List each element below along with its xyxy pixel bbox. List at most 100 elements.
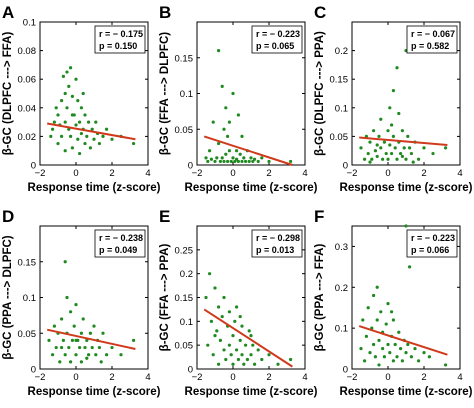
data-point <box>390 310 394 314</box>
y-tick-label: 0.1 <box>335 324 348 335</box>
axes-frame <box>351 21 461 166</box>
data-point <box>224 357 228 362</box>
data-point <box>78 120 82 124</box>
data-point <box>289 357 293 362</box>
data-point <box>231 156 235 160</box>
data-point <box>60 99 64 103</box>
data-point <box>208 149 212 153</box>
data-point <box>110 137 114 141</box>
y-tick-label: 0.25 <box>175 245 194 256</box>
data-point <box>70 94 74 98</box>
y-tick-label: 0.1 <box>180 89 193 100</box>
data-point <box>227 343 231 347</box>
data-point <box>63 91 67 96</box>
x-tick-label: 4 <box>457 168 462 179</box>
stats-box <box>94 25 146 54</box>
data-point <box>88 146 92 150</box>
data-point <box>238 314 242 319</box>
data-point <box>388 106 392 110</box>
data-point <box>233 159 237 164</box>
data-point <box>81 317 85 321</box>
data-point <box>372 293 376 298</box>
data-point <box>247 329 251 333</box>
data-point <box>119 353 123 357</box>
stat-p: p = 0.066 <box>411 245 449 255</box>
data-point <box>213 334 217 338</box>
data-point <box>63 353 67 357</box>
data-point <box>361 318 365 322</box>
data-point <box>245 357 249 362</box>
x-tick-label: −2 <box>347 372 358 383</box>
data-point <box>74 303 78 307</box>
data-point <box>110 345 114 350</box>
data-point <box>399 346 403 351</box>
data-point <box>76 137 80 141</box>
data-point <box>406 342 410 347</box>
x-tick-label: 0 <box>230 168 235 179</box>
x-tick-label: −2 <box>192 168 203 179</box>
x-tick-label: 2 <box>109 168 114 179</box>
x-tick-label: 0 <box>385 372 390 383</box>
data-point <box>373 149 377 153</box>
data-point <box>236 159 240 164</box>
data-point <box>227 120 231 124</box>
data-point <box>49 134 53 138</box>
data-point <box>375 285 379 289</box>
data-point <box>217 305 221 309</box>
data-point <box>267 353 271 357</box>
x-tick-label: 2 <box>109 372 114 383</box>
data-point <box>377 338 381 342</box>
data-point <box>222 127 226 131</box>
stat-p: p = 0.049 <box>99 245 137 255</box>
y-tick-label: 0.05 <box>175 125 194 136</box>
data-point <box>249 353 253 357</box>
data-point <box>224 106 228 110</box>
data-point <box>83 345 87 350</box>
y-tick-label: 0.02 <box>18 132 37 143</box>
data-point <box>79 331 83 335</box>
data-point <box>444 146 448 150</box>
x-tick-label: 4 <box>302 168 307 179</box>
y-tick-label: 0.05 <box>175 341 194 352</box>
y-axis-label: β-GC (PPA ---> DLPFC) <box>2 235 14 359</box>
data-point <box>74 77 78 81</box>
data-point <box>220 156 224 160</box>
data-point <box>215 156 219 160</box>
data-point <box>231 334 235 338</box>
data-point <box>235 305 239 309</box>
data-point <box>63 120 67 124</box>
data-point <box>240 159 244 164</box>
data-point <box>404 157 408 161</box>
stat-r: r = − 0.238 <box>99 233 143 243</box>
data-point <box>359 146 363 150</box>
data-point <box>208 272 212 276</box>
data-point <box>78 151 82 156</box>
data-point <box>408 265 412 269</box>
data-point <box>67 84 71 88</box>
data-point <box>242 156 246 160</box>
data-point <box>399 151 403 156</box>
data-point <box>70 113 74 117</box>
y-tick-label: 0.15 <box>18 257 37 268</box>
data-point <box>217 49 221 53</box>
x-tick-label: −2 <box>35 168 46 179</box>
data-point <box>63 260 67 264</box>
y-tick-label: 0 <box>343 365 348 376</box>
data-point <box>220 84 224 88</box>
data-point <box>231 91 235 96</box>
data-point <box>226 134 230 138</box>
data-point <box>408 146 412 150</box>
data-point <box>65 295 69 300</box>
y-tick-label: 0.2 <box>335 283 348 294</box>
data-point <box>366 306 370 310</box>
data-point <box>233 319 237 323</box>
data-point <box>220 314 224 319</box>
data-point <box>417 157 421 161</box>
data-point <box>206 343 210 347</box>
data-point <box>391 134 395 138</box>
data-point <box>78 345 82 350</box>
data-point <box>375 154 379 159</box>
data-point <box>90 345 94 350</box>
data-point <box>222 159 226 164</box>
